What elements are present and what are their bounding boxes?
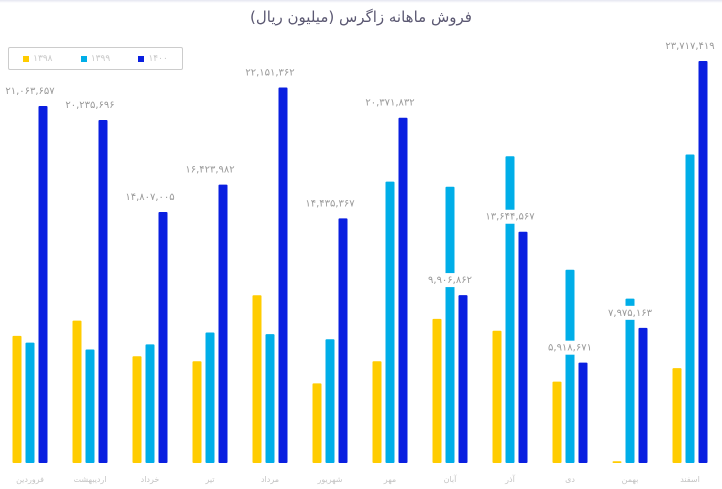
bar-۱۴۰۰-فروردین[interactable] bbox=[38, 105, 48, 463]
x-tick-label: دی bbox=[565, 475, 575, 484]
bar-۱۴۰۰-مرداد[interactable] bbox=[278, 87, 288, 463]
data-label-bg bbox=[422, 273, 478, 288]
bar-۱۳۹۹-آبان[interactable] bbox=[445, 186, 455, 463]
bar-۱۳۹۸-شهریور[interactable] bbox=[312, 383, 322, 463]
chart-title: فروش ماهانه زاگرس (میلیون ریال) bbox=[250, 8, 472, 26]
bar-۱۳۹۹-تیر[interactable] bbox=[205, 332, 215, 463]
x-tick-label: فروردین bbox=[16, 475, 44, 484]
legend-swatch bbox=[80, 55, 87, 62]
bar-۱۳۹۸-بهمن[interactable] bbox=[612, 461, 622, 463]
bar-۱۳۹۸-خرداد[interactable] bbox=[132, 356, 142, 463]
bar-۱۳۹۸-آبان[interactable] bbox=[432, 318, 442, 463]
bar-۱۴۰۰-اسفند[interactable] bbox=[698, 61, 708, 463]
x-tick-label: خرداد bbox=[141, 475, 160, 484]
data-label: ۱۶,۴۲۳,۹۸۲ bbox=[185, 165, 234, 176]
data-label: ۷,۹۷۵,۱۶۳ bbox=[608, 308, 653, 319]
data-label-bg bbox=[2, 83, 58, 98]
legend-swatch bbox=[23, 55, 30, 62]
x-tick-label: شهریور bbox=[316, 475, 342, 484]
bar-۱۳۹۸-مرداد[interactable] bbox=[252, 295, 262, 463]
legend-label: ۱۳۹۹ bbox=[90, 53, 111, 64]
data-label-bg bbox=[602, 305, 658, 320]
bar-۱۳۹۹-اسفند[interactable] bbox=[685, 154, 695, 463]
bar-۱۴۰۰-دی[interactable] bbox=[578, 362, 588, 463]
data-label: ۹,۹۰۶,۸۶۲ bbox=[428, 275, 472, 286]
data-label-bg bbox=[542, 340, 598, 355]
x-tick-label: مهر bbox=[383, 475, 396, 484]
x-tick-label: آبان bbox=[444, 474, 458, 484]
data-label-bg bbox=[302, 196, 358, 211]
data-label: ۲۲,۱۵۱,۳۶۲ bbox=[245, 68, 294, 79]
legend-label: ۱۳۹۸ bbox=[33, 53, 53, 64]
bar-۱۳۹۹-دی[interactable] bbox=[565, 269, 575, 463]
legend-item-1400[interactable]: ۱۴۰۰ bbox=[138, 53, 168, 64]
data-label: ۱۳,۶۴۴,۵۶۷ bbox=[485, 212, 535, 223]
data-label-bg bbox=[182, 162, 238, 177]
bar-۱۳۹۸-دی[interactable] bbox=[552, 381, 562, 463]
bar-۱۴۰۰-آبان[interactable] bbox=[458, 295, 468, 463]
data-label: ۱۴,۴۳۵,۳۶۷ bbox=[305, 198, 355, 209]
legend-item-1398[interactable]: ۱۳۹۸ bbox=[23, 53, 53, 64]
x-tick-label: تیر bbox=[204, 475, 214, 484]
data-label: ۱۴,۸۰۷,۰۰۵ bbox=[125, 192, 174, 203]
bar-۱۳۹۸-اردیبهشت[interactable] bbox=[72, 320, 82, 463]
data-label: ۵,۹۱۸,۶۷۱ bbox=[548, 343, 592, 354]
bar-۱۳۹۸-آذر[interactable] bbox=[492, 330, 502, 463]
bar-۱۳۹۹-اردیبهشت[interactable] bbox=[85, 349, 95, 463]
data-label: ۲۰,۳۷۱,۸۳۲ bbox=[365, 98, 414, 109]
data-label-bg bbox=[662, 39, 718, 54]
bar-۱۳۹۹-آذر[interactable] bbox=[505, 156, 515, 463]
bar-۱۴۰۰-بهمن[interactable] bbox=[638, 327, 648, 463]
data-label: ۲۱,۰۶۳,۶۵۷ bbox=[5, 86, 55, 97]
x-tick-label: مرداد bbox=[261, 475, 279, 484]
bar-۱۳۹۹-خرداد[interactable] bbox=[145, 344, 155, 463]
x-tick-label: اسفند bbox=[680, 475, 700, 484]
bar-۱۳۹۹-مهر[interactable] bbox=[385, 181, 395, 463]
top-border bbox=[0, 0, 722, 3]
data-label: ۲۳,۷۱۷,۴۱۹ bbox=[665, 41, 714, 52]
data-label-bg bbox=[362, 95, 418, 110]
bar-۱۳۹۹-شهریور[interactable] bbox=[325, 339, 335, 463]
bar-۱۴۰۰-تیر[interactable] bbox=[218, 184, 228, 463]
legend: ۱۳۹۸ ۱۳۹۹ ۱۴۰۰ bbox=[8, 47, 183, 70]
bar-۱۳۹۹-مرداد[interactable] bbox=[265, 334, 275, 463]
bar-۱۳۹۹-بهمن[interactable] bbox=[625, 298, 635, 463]
x-tick-label: اردیبهشت bbox=[74, 475, 107, 484]
bar-۱۳۹۹-فروردین[interactable] bbox=[25, 342, 35, 463]
bar-۱۳۹۸-فروردین[interactable] bbox=[12, 335, 22, 463]
bar-۱۳۹۸-مهر[interactable] bbox=[372, 361, 382, 463]
data-label: ۲۰,۲۳۵,۶۹۶ bbox=[65, 100, 114, 111]
bar-۱۴۰۰-شهریور[interactable] bbox=[338, 218, 348, 463]
bar-۱۴۰۰-آذر[interactable] bbox=[518, 231, 528, 463]
bar-۱۴۰۰-اردیبهشت[interactable] bbox=[98, 120, 108, 464]
x-tick-label: آذر bbox=[504, 474, 515, 484]
bar-۱۳۹۸-اسفند[interactable] bbox=[672, 368, 682, 463]
data-label-bg bbox=[62, 98, 118, 113]
legend-swatch bbox=[138, 55, 145, 62]
bar-۱۳۹۸-تیر[interactable] bbox=[192, 361, 202, 463]
data-label-bg bbox=[242, 65, 298, 80]
data-label-bg bbox=[482, 209, 538, 224]
data-label-bg bbox=[122, 190, 178, 205]
bar-۱۴۰۰-خرداد[interactable] bbox=[158, 212, 168, 463]
x-tick-label: بهمن bbox=[622, 475, 639, 484]
bar-۱۴۰۰-مهر[interactable] bbox=[398, 117, 408, 463]
legend-label: ۱۴۰۰ bbox=[148, 53, 168, 64]
legend-item-1399[interactable]: ۱۳۹۹ bbox=[80, 53, 111, 64]
